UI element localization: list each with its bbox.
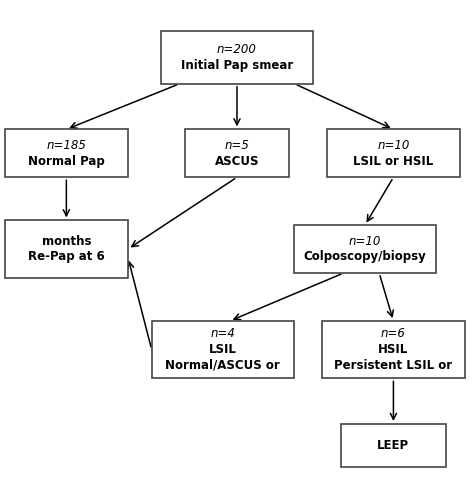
FancyBboxPatch shape	[152, 321, 294, 378]
Text: n=10: n=10	[349, 235, 381, 248]
Text: Colposcopy/biopsy: Colposcopy/biopsy	[304, 251, 426, 263]
Text: LEEP: LEEP	[377, 439, 410, 452]
FancyBboxPatch shape	[5, 129, 128, 177]
FancyBboxPatch shape	[5, 220, 128, 278]
Text: Normal/ASCUS or: Normal/ASCUS or	[165, 359, 280, 372]
Text: Re-Pap at 6: Re-Pap at 6	[28, 251, 105, 263]
Text: n=5: n=5	[225, 139, 249, 152]
Text: n=4: n=4	[210, 327, 235, 341]
Text: n=185: n=185	[46, 139, 86, 152]
Text: n=200: n=200	[217, 43, 257, 56]
Text: LSIL: LSIL	[209, 343, 237, 356]
Text: Persistent LSIL or: Persistent LSIL or	[334, 359, 453, 372]
FancyBboxPatch shape	[294, 225, 436, 273]
FancyBboxPatch shape	[322, 321, 465, 378]
Text: Normal Pap: Normal Pap	[28, 155, 105, 168]
Text: n=10: n=10	[377, 139, 410, 152]
FancyBboxPatch shape	[185, 129, 289, 177]
Text: HSIL: HSIL	[378, 343, 409, 356]
Text: ASCUS: ASCUS	[215, 155, 259, 168]
Text: Initial Pap smear: Initial Pap smear	[181, 59, 293, 72]
FancyBboxPatch shape	[161, 31, 313, 84]
FancyBboxPatch shape	[341, 424, 446, 467]
FancyBboxPatch shape	[327, 129, 460, 177]
Text: n=6: n=6	[381, 327, 406, 341]
Text: months: months	[42, 235, 91, 248]
Text: LSIL or HSIL: LSIL or HSIL	[353, 155, 434, 168]
